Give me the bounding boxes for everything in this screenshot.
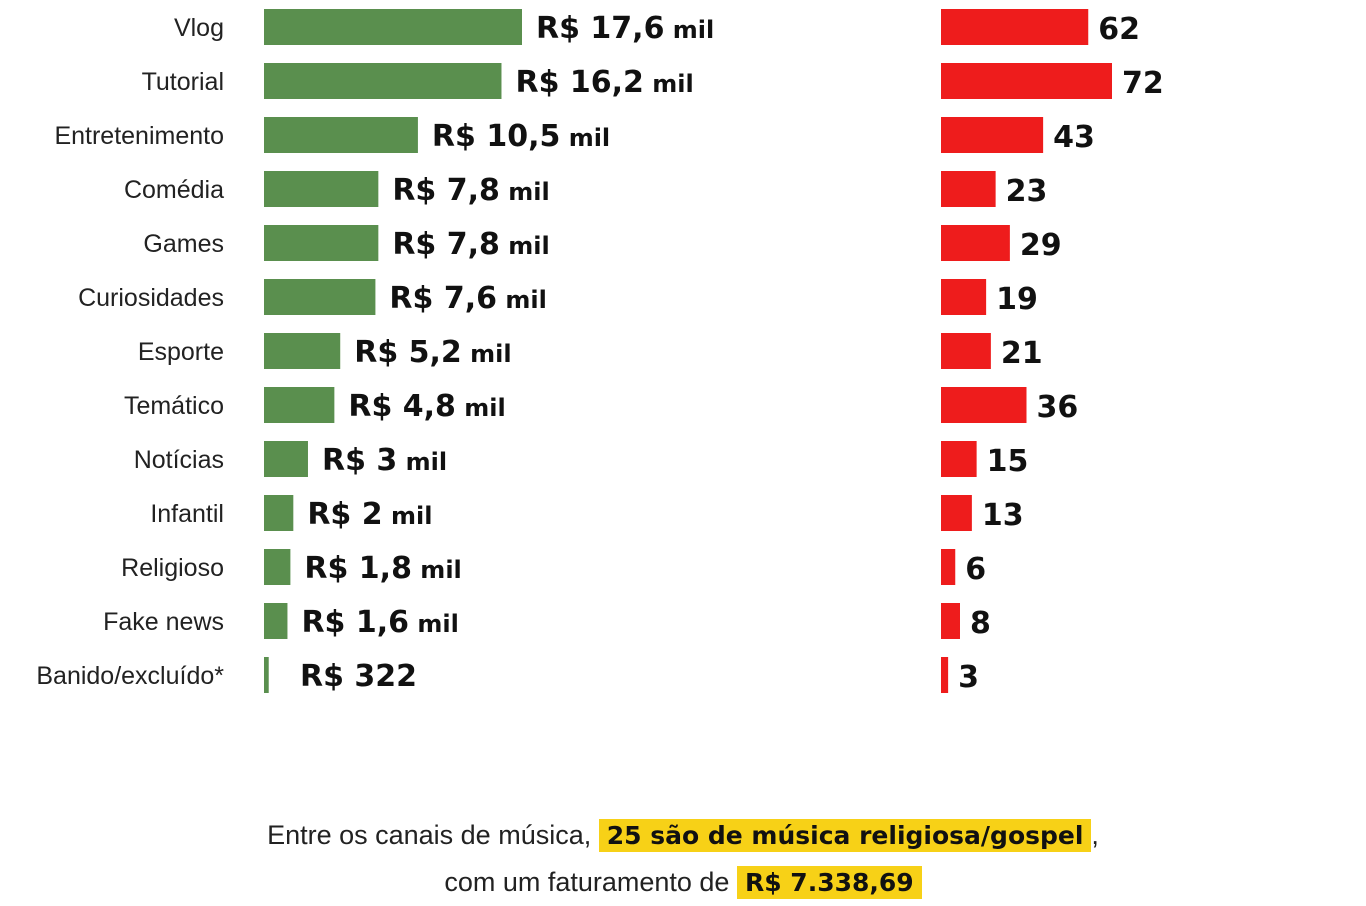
count-bar [941, 171, 996, 207]
count-bar [941, 387, 1027, 423]
revenue-bar [264, 117, 418, 153]
count-value-label: 62 [1098, 12, 1140, 47]
revenue-bar [264, 225, 379, 261]
count-bar [941, 279, 987, 315]
footer-note: Entre os canais de música, 25 são de mús… [0, 812, 1366, 906]
revenue-value-label: R$ 7,8 mil [392, 173, 549, 208]
count-bar [941, 117, 1044, 153]
category-label: Fake news [103, 608, 224, 636]
revenue-value-label: R$ 7,6 mil [389, 281, 546, 316]
revenue-value-label: R$ 322 [300, 659, 417, 694]
category-label: Games [143, 230, 224, 258]
count-bar [941, 441, 977, 477]
category-label: Notícias [134, 446, 224, 474]
revenue-bar [264, 9, 522, 45]
count-bar [941, 495, 972, 531]
footer-text: com um faturamento de [444, 867, 737, 897]
revenue-value-label: R$ 5,2 mil [354, 335, 511, 370]
footer-highlight-revenue: R$ 7.338,69 [736, 866, 922, 899]
category-label: Religioso [121, 554, 224, 582]
revenue-bar [264, 441, 308, 477]
footer-line-1: Entre os canais de música, 25 são de mús… [0, 812, 1366, 859]
count-value-label: 13 [982, 498, 1024, 533]
category-label: Entretenimento [54, 122, 224, 150]
bar-chart: Vlog R$ 17,6 mil 62 Tutorial R$ 16,2 mil 72 En… [36, 9, 1164, 695]
count-value-label: 36 [1037, 390, 1079, 425]
category-label: Infantil [150, 500, 224, 528]
footer-highlight-count: 25 são de música religiosa/gospel [598, 819, 1092, 852]
category-label: Tutorial [142, 68, 224, 96]
count-value-label: 21 [1001, 336, 1043, 371]
category-label: Esporte [138, 338, 224, 366]
count-value-label: 6 [965, 552, 986, 587]
revenue-value-label: R$ 1,6 mil [301, 605, 458, 640]
footer-line-2: com um faturamento de R$ 7.338,69 [0, 859, 1366, 906]
count-value-label: 43 [1053, 120, 1095, 155]
revenue-value-label: R$ 17,6 mil [536, 11, 714, 46]
revenue-value-label: R$ 16,2 mil [515, 65, 693, 100]
count-bar [941, 657, 949, 693]
category-label: Banido/excluído* [36, 662, 224, 690]
revenue-bar [264, 63, 502, 99]
revenue-bar [264, 279, 376, 315]
revenue-bar [264, 603, 288, 639]
category-label: Curiosidades [78, 284, 224, 312]
count-value-label: 8 [970, 606, 991, 641]
count-bar [941, 9, 1089, 45]
count-value-label: 19 [996, 282, 1038, 317]
revenue-bar [264, 657, 269, 693]
footer-text: Entre os canais de música, [267, 820, 599, 850]
count-bar [941, 63, 1112, 99]
count-bar [941, 603, 960, 639]
count-value-label: 15 [987, 444, 1029, 479]
count-bar [941, 225, 1010, 261]
count-value-label: 3 [958, 660, 979, 695]
category-label: Temático [124, 392, 224, 420]
revenue-bar [264, 495, 294, 531]
category-label: Comédia [124, 176, 224, 204]
revenue-bar [264, 333, 341, 369]
revenue-value-label: R$ 2 mil [307, 497, 432, 532]
revenue-bar [264, 549, 291, 585]
count-bar [941, 333, 991, 369]
count-value-label: 23 [1006, 174, 1048, 209]
count-value-label: 72 [1122, 66, 1164, 101]
revenue-value-label: R$ 1,8 mil [304, 551, 461, 586]
revenue-value-label: R$ 3 mil [322, 443, 447, 478]
revenue-value-label: R$ 7,8 mil [392, 227, 549, 262]
revenue-value-label: R$ 4,8 mil [348, 389, 505, 424]
count-bar [941, 549, 956, 585]
revenue-value-label: R$ 10,5 mil [432, 119, 610, 154]
revenue-bar [264, 171, 379, 207]
count-value-label: 29 [1020, 228, 1062, 263]
revenue-bar [264, 387, 335, 423]
category-label: Vlog [174, 14, 224, 42]
footer-text-suffix: , [1091, 820, 1099, 850]
